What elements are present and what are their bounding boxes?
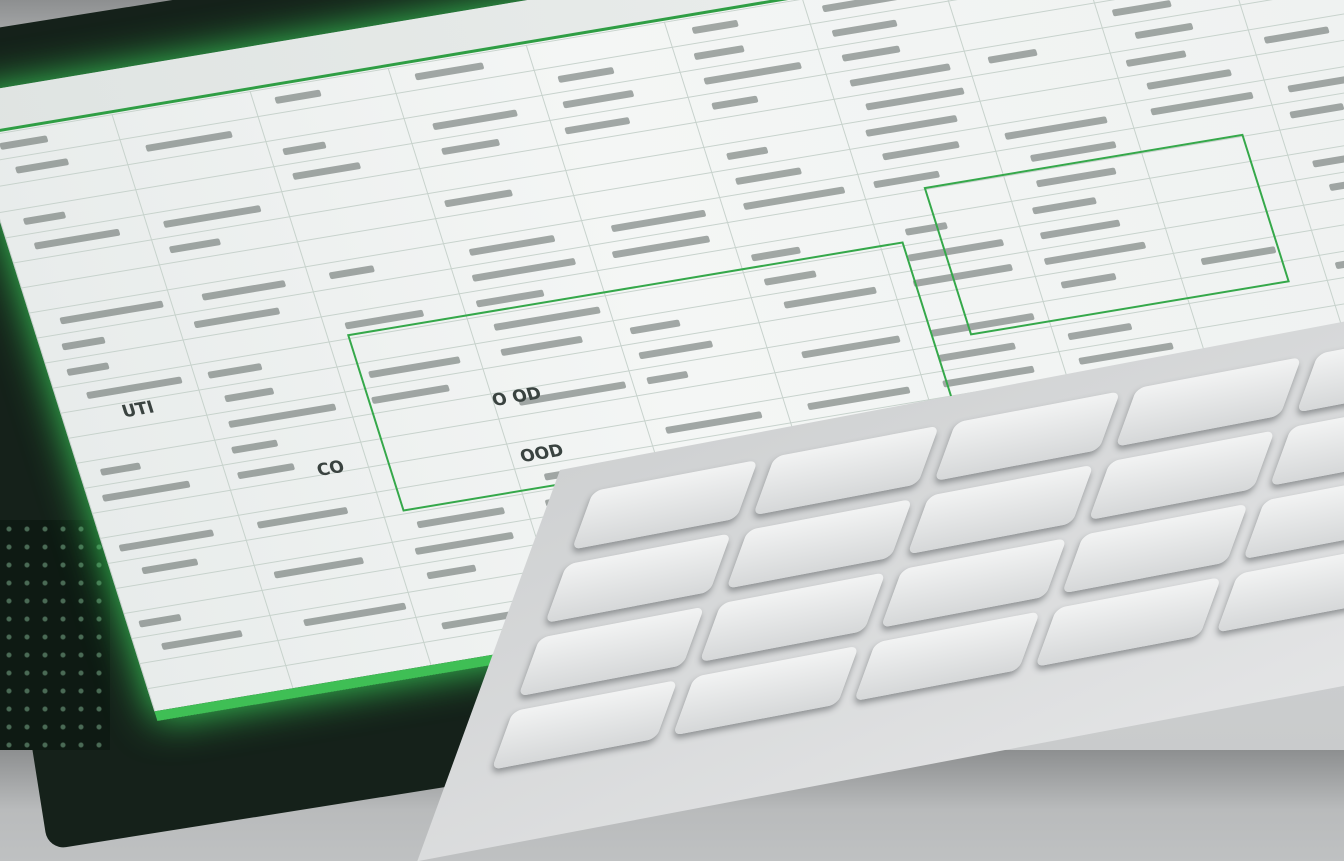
keyboard-key [699,572,886,663]
cell-content [1334,248,1344,270]
cell-content [691,19,739,35]
cell-content [703,61,803,85]
cell-content [273,556,365,579]
cell-content [22,211,67,226]
cell-content [85,376,183,400]
cell-content [281,141,327,156]
cell-content [1150,91,1255,116]
keyboard-key [1216,542,1344,633]
keyboard-key [726,498,913,589]
cell-content [841,45,901,62]
cell-content [1111,0,1172,17]
cell-content [162,205,262,229]
keyboard-key [1061,503,1249,594]
keyboard-key [880,537,1067,628]
cell-content [734,167,803,186]
cell-content [140,558,199,575]
cell-content [564,116,631,135]
cell-content [821,0,910,13]
cell-content [562,89,635,109]
cell-content [201,279,287,301]
cell-content [1067,322,1133,341]
cell-content [610,209,707,233]
cell-content [101,480,191,502]
cell-content [557,66,615,83]
cell-content [1311,151,1344,168]
cell-content [292,162,362,180]
keyboard-key [1115,356,1302,447]
cell-content [206,363,264,379]
cell-content [1289,102,1344,119]
cell-content [33,228,121,250]
keyboard-key [1088,430,1275,521]
cell-content [987,48,1038,64]
cell-content [431,109,518,131]
cell-content [193,307,281,329]
cell-content [742,186,846,211]
keyboard-key [545,533,732,624]
cell-content [161,629,243,651]
cell-content [65,362,110,377]
cell-content [1263,26,1330,44]
cell-content [0,135,49,150]
cell-content [168,238,222,254]
cell-content [303,602,407,627]
cell-content [61,336,106,351]
cell-content [693,45,746,61]
keyboard-key [1296,322,1344,413]
cell-content [256,506,349,529]
cell-content [865,114,958,137]
keyboard-key [1035,577,1222,667]
cell-content [1146,69,1233,90]
cell-content [468,235,556,256]
keyboard-key [934,391,1121,482]
cell-content [224,387,275,403]
cell-content [145,130,234,152]
keyboard-key [1243,469,1344,560]
cell-content [1328,170,1344,192]
keyboard-key [672,645,859,736]
cell-content [471,257,576,282]
cell-content [440,138,501,156]
cell-content [864,87,965,111]
keyboard-key [853,611,1041,702]
cell-content [138,613,182,628]
cell-content [416,506,506,529]
cell-content [611,235,711,259]
cell-content [426,564,477,580]
cell-content [937,342,1016,362]
keyboard-key [518,606,705,697]
cell-content [831,19,898,38]
cell-content [443,189,514,208]
keyboard-key [907,464,1094,555]
cell-content [881,140,960,161]
sidebar-dots [0,520,110,750]
cell-content [1125,50,1187,67]
cell-content [227,403,337,429]
keyboard-key [571,459,758,550]
cell-content [1287,68,1344,93]
cell-content [59,300,164,325]
cell-content [237,463,296,480]
cell-content [274,89,322,104]
cell-content [1134,22,1195,40]
cell-content [849,63,952,87]
keyboard-key [491,679,678,770]
cell-content [711,95,759,110]
cell-content [1004,116,1109,140]
cell-content [414,531,514,555]
cell-content [414,62,485,81]
cell-content [726,146,769,161]
cell-content [99,462,142,476]
keyboard-key [753,425,940,516]
cell-content [230,439,279,454]
cell-content [328,265,376,280]
cell-content [14,158,70,174]
cell-content [118,529,215,552]
